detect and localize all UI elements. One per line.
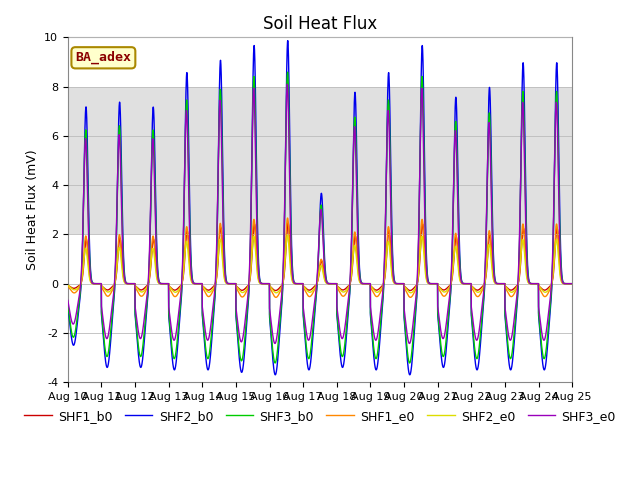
Line: SHF1_b0: SHF1_b0 (68, 223, 572, 290)
SHF2_b0 (406, 372, 413, 378)
Y-axis label: Soil Heat Flux (mV): Soil Heat Flux (mV) (26, 149, 38, 270)
SHF3_b0 (461, 281, 469, 287)
SHF3_e0 (568, 281, 575, 287)
SHF1_e0 (155, 279, 163, 285)
SHF3_e0 (568, 281, 576, 287)
SHF2_b0 (284, 38, 292, 44)
SHF1_e0 (405, 293, 413, 299)
SHF3_e0 (405, 340, 413, 346)
SHF2_e0 (64, 282, 72, 288)
SHF3_b0 (64, 301, 72, 307)
SHF3_b0 (568, 281, 576, 287)
SHF3_e0 (284, 82, 291, 87)
SHF2_e0 (461, 281, 469, 287)
SHF2_b0 (64, 303, 72, 309)
SHF2_b0 (405, 369, 413, 375)
SHF3_b0 (405, 358, 413, 364)
SHF1_b0 (405, 287, 413, 293)
SHF2_b0 (568, 281, 575, 287)
SHF1_b0 (568, 281, 575, 287)
SHF1_b0 (155, 278, 163, 284)
SHF2_b0 (568, 281, 576, 287)
Line: SHF3_b0: SHF3_b0 (68, 72, 572, 363)
SHF1_e0 (301, 287, 308, 293)
Line: SHF2_e0: SHF2_e0 (68, 235, 572, 293)
SHF2_e0 (301, 285, 308, 290)
Title: Soil Heat Flux: Soil Heat Flux (263, 15, 377, 33)
SHF3_e0 (301, 318, 308, 324)
SHF3_b0 (284, 69, 291, 75)
SHF1_b0 (461, 281, 469, 287)
SHF3_e0 (155, 278, 163, 284)
Line: SHF1_e0: SHF1_e0 (68, 218, 572, 297)
SHF3_b0 (155, 276, 163, 282)
Legend: SHF1_b0, SHF2_b0, SHF3_b0, SHF1_e0, SHF2_e0, SHF3_e0: SHF1_b0, SHF2_b0, SHF3_b0, SHF1_e0, SHF2… (19, 405, 621, 428)
SHF1_e0 (568, 281, 575, 287)
SHF1_b0 (301, 284, 308, 290)
SHF3_e0 (406, 341, 413, 347)
SHF1_b0 (433, 281, 440, 287)
SHF2_e0 (405, 289, 413, 295)
SHF2_e0 (433, 281, 440, 287)
SHF3_b0 (568, 281, 575, 287)
SHF1_b0 (284, 220, 292, 226)
SHF2_e0 (155, 280, 163, 286)
SHF2_e0 (568, 281, 575, 287)
SHF3_e0 (461, 281, 469, 287)
SHF2_b0 (433, 281, 440, 287)
Bar (68, 86, 572, 234)
SHF1_e0 (461, 281, 469, 287)
SHF1_b0 (568, 281, 576, 287)
SHF1_e0 (284, 215, 291, 221)
SHF3_e0 (433, 281, 440, 287)
SHF1_e0 (64, 283, 72, 289)
SHF2_b0 (155, 275, 163, 280)
SHF2_e0 (284, 232, 291, 238)
SHF2_b0 (461, 281, 469, 287)
Text: BA_adex: BA_adex (76, 51, 131, 64)
Line: SHF2_b0: SHF2_b0 (68, 41, 572, 375)
SHF3_b0 (301, 328, 308, 334)
Line: SHF3_e0: SHF3_e0 (68, 84, 572, 344)
SHF1_e0 (433, 281, 440, 287)
SHF3_b0 (406, 360, 413, 366)
SHF1_b0 (64, 282, 72, 288)
SHF3_b0 (433, 281, 440, 287)
SHF3_e0 (64, 298, 72, 303)
SHF1_b0 (406, 288, 414, 293)
SHF2_e0 (407, 290, 415, 296)
SHF2_e0 (568, 281, 576, 287)
SHF2_b0 (301, 333, 308, 338)
SHF1_e0 (568, 281, 576, 287)
SHF1_e0 (406, 294, 414, 300)
